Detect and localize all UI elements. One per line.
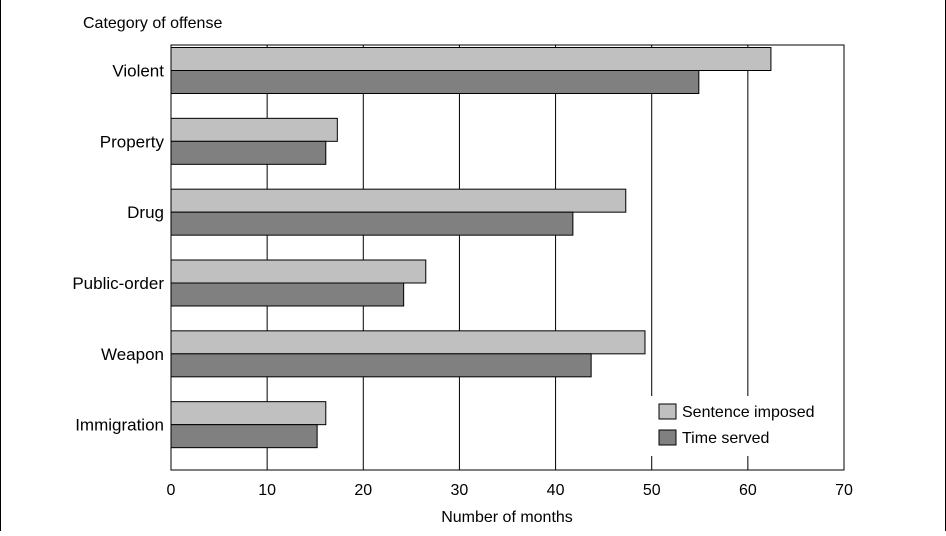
bar-public-order-sentence-imposed	[170, 259, 427, 284]
legend-swatch-time-served	[658, 429, 677, 446]
bar-drug-sentence-imposed	[170, 188, 627, 213]
bar-violent-time-served	[170, 70, 700, 94]
x-axis-label: Number of months	[441, 509, 573, 526]
x-tick-label-70: 70	[835, 482, 853, 499]
bars	[170, 47, 772, 449]
bar-public-order-time-served	[170, 282, 405, 307]
bar-immigration-sentence-imposed	[170, 401, 327, 426]
bar-drug-time-served	[170, 211, 574, 236]
y-category-label-drug: Drug	[127, 203, 164, 222]
legend-swatch-sentence-imposed	[658, 403, 677, 420]
bar-property-sentence-imposed	[170, 117, 338, 142]
y-category-label-property: Property	[100, 132, 165, 151]
x-tick-label-0: 0	[167, 482, 176, 499]
bar-weapon-time-served	[170, 353, 592, 378]
x-tick-label-20: 20	[354, 482, 372, 499]
plot-area-border	[170, 44, 845, 471]
grid-lines	[266, 45, 749, 470]
x-tick-label-10: 10	[258, 482, 276, 499]
x-tick-label-50: 50	[643, 482, 661, 499]
bar-weapon-sentence-imposed	[170, 330, 646, 355]
y-category-label-public-order: Public-order	[72, 274, 164, 293]
legend: Sentence imposed Time served	[651, 396, 841, 456]
legend-background	[651, 396, 841, 456]
y-axis-category-labels: Violent Property Drug Public-order Weapon Imm…	[72, 62, 164, 435]
bar-violent-sentence-imposed	[170, 47, 772, 71]
y-category-label-immigration: Immigration	[75, 416, 164, 435]
x-tick-label-30: 30	[451, 482, 469, 499]
x-axis-ticks: 0 10 20 30 40 50 60 70	[167, 482, 853, 499]
y-axis-label: Category of offense	[83, 15, 222, 32]
legend-label-time-served: Time served	[682, 430, 769, 447]
y-category-label-weapon: Weapon	[101, 345, 164, 364]
bar-immigration-time-served	[170, 424, 318, 449]
y-category-label-violent: Violent	[112, 62, 164, 81]
bar-property-time-served	[170, 140, 327, 165]
x-tick-label-60: 60	[739, 482, 757, 499]
x-tick-label-40: 40	[547, 482, 565, 499]
legend-label-sentence-imposed: Sentence imposed	[682, 404, 815, 421]
